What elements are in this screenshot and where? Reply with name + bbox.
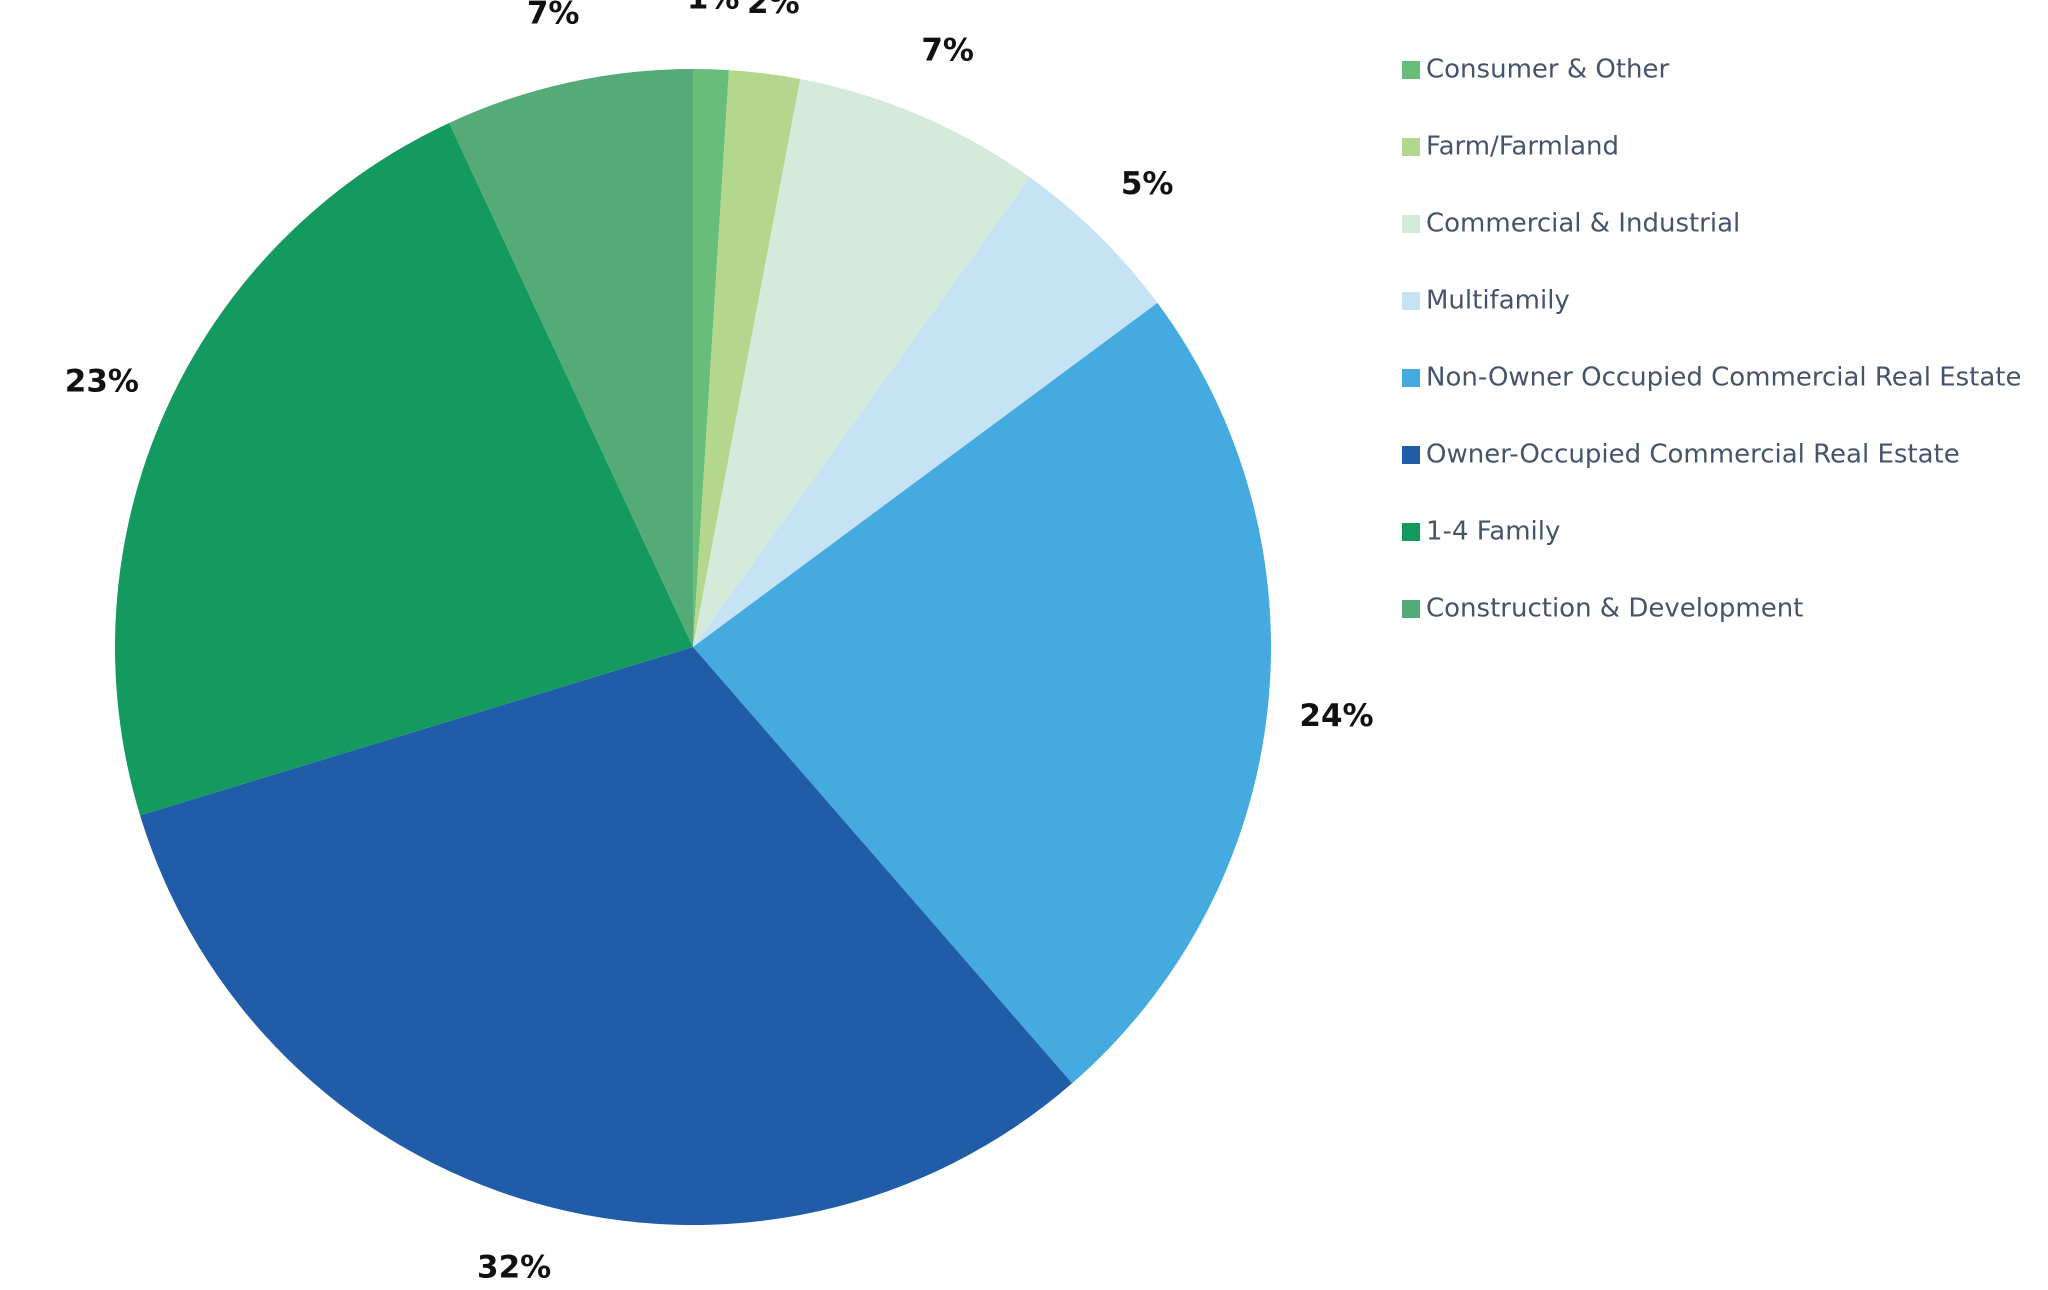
pie-slice xyxy=(693,69,729,647)
pie-slice xyxy=(693,302,1271,1084)
legend-label: 1-4 Family xyxy=(1426,517,1560,547)
legend-label: Non-Owner Occupied Commercial Real Estat… xyxy=(1426,363,2022,393)
pie-slice xyxy=(693,70,801,647)
legend-swatch xyxy=(1402,138,1420,156)
legend-swatch xyxy=(1402,446,1420,464)
legend-swatch xyxy=(1402,523,1420,541)
legend-label: Multifamily xyxy=(1426,286,1570,316)
pie-slice xyxy=(449,69,693,647)
data-label: 1% xyxy=(687,0,740,16)
legend-label: Farm/Farmland xyxy=(1426,132,1619,162)
pie-slice xyxy=(693,79,1030,648)
data-label: 5% xyxy=(1121,166,1174,202)
legend-label: Commercial & Industrial xyxy=(1426,209,1740,239)
legend-swatch xyxy=(1402,292,1420,310)
data-label: 2% xyxy=(747,0,800,21)
legend-label: Owner-Occupied Commercial Real Estate xyxy=(1426,440,1960,470)
legend-swatch xyxy=(1402,600,1420,618)
data-label: 7% xyxy=(527,0,580,31)
legend-label: Construction & Development xyxy=(1426,594,1803,624)
data-label: 23% xyxy=(65,364,139,400)
pie-slice xyxy=(693,177,1158,647)
legend-swatch xyxy=(1402,369,1420,387)
data-label: 7% xyxy=(921,32,974,68)
legend-swatch xyxy=(1402,215,1420,233)
data-label: 32% xyxy=(477,1250,551,1286)
data-label: 24% xyxy=(1299,698,1373,734)
pie-slice xyxy=(115,122,694,816)
legend-label: Consumer & Other xyxy=(1426,55,1670,85)
pie-slice xyxy=(140,647,1073,1226)
legend-swatch xyxy=(1402,61,1420,79)
